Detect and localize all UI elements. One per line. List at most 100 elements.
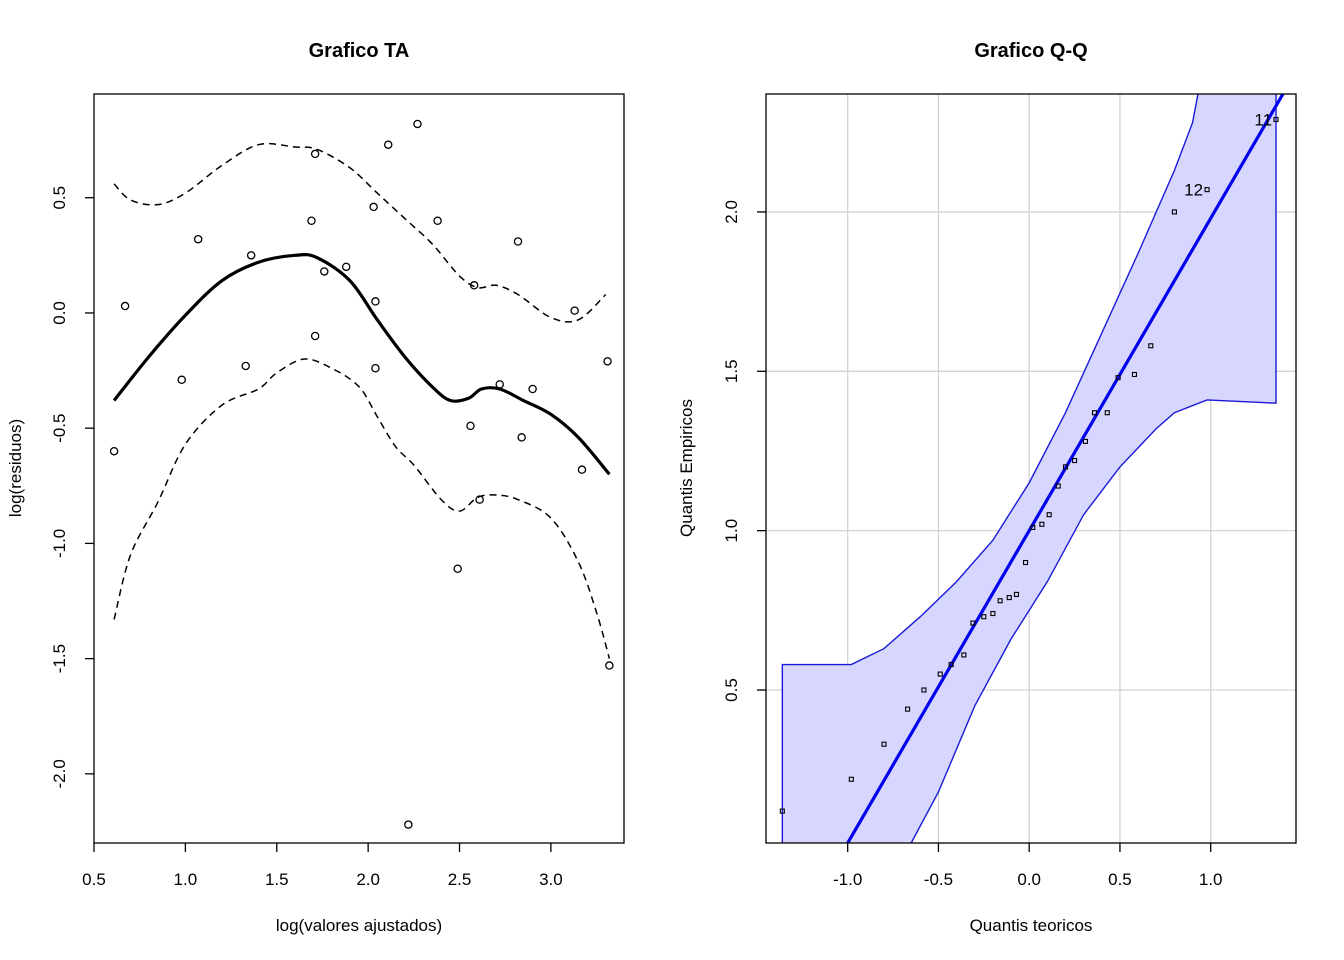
ta-smooth-line xyxy=(112,252,611,476)
ta-point xyxy=(371,297,380,306)
qq-point xyxy=(961,652,967,658)
qq-point xyxy=(981,614,987,620)
qq-point xyxy=(1039,521,1045,527)
qq-sample-points xyxy=(779,116,1279,814)
qq-x-axis-label: Quantis teoricos xyxy=(970,916,1093,935)
qq-y-tick-label: 1.5 xyxy=(722,359,741,383)
qq-point-labels: 11 12 xyxy=(1184,110,1272,199)
qq-point xyxy=(1171,209,1177,215)
ta-point xyxy=(383,140,393,149)
qq-point xyxy=(1023,559,1029,566)
ta-upper-band-line xyxy=(113,142,607,323)
qq-point xyxy=(1091,410,1098,416)
qq-x-tick-label: 0.0 xyxy=(1017,870,1041,889)
ta-smooth-curve xyxy=(112,252,611,476)
qq-point xyxy=(937,671,943,677)
ta-point xyxy=(341,262,351,272)
qq-point xyxy=(881,741,887,747)
ta-point xyxy=(310,149,320,159)
qq-plot-panel: Grafico Q-Q 11 12 -1.0 -0.5 0.0 0.5 1.0 0.5 1.… xyxy=(677,40,1297,935)
qq-point xyxy=(970,620,976,626)
qq-x-tick-label: 0.5 xyxy=(1108,870,1132,889)
qq-point xyxy=(1104,410,1110,416)
qq-point xyxy=(1046,512,1052,518)
ta-plot-frame xyxy=(93,93,625,844)
qq-point xyxy=(1006,595,1012,601)
ta-point xyxy=(193,234,203,244)
qq-y-tick-label: 1.0 xyxy=(722,519,741,543)
ta-y-tick-label: 0.5 xyxy=(50,186,69,210)
ta-point xyxy=(109,446,119,456)
ta-point xyxy=(320,267,329,276)
qq-point xyxy=(1062,464,1069,470)
qq-point xyxy=(1082,438,1089,444)
ta-point xyxy=(577,465,587,474)
ta-point xyxy=(453,564,462,574)
qq-y-axis: 0.5 1.0 1.5 2.0 xyxy=(722,200,766,702)
ta-x-tick-label: 2.5 xyxy=(448,870,472,889)
qq-x-tick-label: -0.5 xyxy=(924,870,953,889)
qq-y-tick-label: 0.5 xyxy=(722,678,741,702)
ta-x-tick-label: 0.5 xyxy=(82,870,106,889)
qq-point xyxy=(948,661,954,668)
ta-point xyxy=(605,661,614,670)
ta-y-tick-label: 0.0 xyxy=(50,301,69,325)
ta-point xyxy=(404,820,413,829)
ta-residual-points xyxy=(109,119,614,829)
qq-envelope-lower-edge xyxy=(910,94,1277,843)
ta-x-tick-label: 2.0 xyxy=(356,870,380,889)
qq-point xyxy=(1013,591,1020,597)
ta-y-tick-label: -1.0 xyxy=(50,529,69,558)
ta-confidence-bands xyxy=(113,142,611,659)
ta-x-axis-label: log(valores ajustados) xyxy=(276,916,442,935)
qq-point xyxy=(905,706,911,712)
ta-point xyxy=(246,251,256,260)
qq-y-axis-label: Quantis Empiricos xyxy=(677,399,696,537)
qq-point xyxy=(1148,343,1154,349)
ta-x-axis: 0.5 1.0 1.5 2.0 2.5 3.0 xyxy=(82,843,563,889)
ta-plot-panel: Grafico TA 0.5 1.0 1.5 2.0 2.5 3.0 -2.0 -1.5 -1… xyxy=(6,40,625,935)
ta-y-tick-label: -1.5 xyxy=(50,644,69,673)
qq-x-tick-label: 1.0 xyxy=(1199,870,1223,889)
ta-x-tick-label: 1.5 xyxy=(265,870,289,889)
ta-lower-band-line xyxy=(113,358,611,659)
ta-point xyxy=(413,119,422,129)
ta-point xyxy=(495,380,504,389)
qq-plot-title: Grafico Q-Q xyxy=(974,40,1087,62)
qq-point xyxy=(848,776,854,782)
qq-point-label: 11 xyxy=(1254,110,1272,129)
ta-point xyxy=(371,363,380,373)
ta-point xyxy=(603,357,612,366)
ta-point xyxy=(433,216,442,226)
ta-y-tick-label: -0.5 xyxy=(50,414,69,443)
qq-point xyxy=(1055,483,1061,489)
ta-point xyxy=(517,433,526,442)
qq-point xyxy=(1030,524,1036,531)
ta-point xyxy=(120,301,130,311)
qq-point xyxy=(1072,457,1078,464)
ta-point xyxy=(177,375,186,385)
qq-point xyxy=(990,610,996,617)
ta-point xyxy=(469,281,479,290)
qq-point xyxy=(779,808,785,814)
ta-point xyxy=(241,361,250,371)
qq-plot-frame xyxy=(765,93,1297,844)
ta-x-tick-label: 1.0 xyxy=(174,870,198,889)
ta-point xyxy=(466,421,475,431)
ta-x-tick-label: 3.0 xyxy=(539,870,563,889)
qq-envelope-upper-edge xyxy=(781,94,1199,843)
ta-point xyxy=(310,331,320,341)
qq-point xyxy=(1273,116,1279,123)
qq-point xyxy=(1131,371,1138,378)
ta-point xyxy=(528,384,537,394)
ta-y-axis-label: log(residuos) xyxy=(6,419,25,517)
qq-point xyxy=(997,598,1003,604)
ta-point xyxy=(475,495,484,504)
ta-plot-title: Grafico TA xyxy=(309,40,410,62)
ta-y-axis: -2.0 -1.5 -1.0 -0.5 0.0 0.5 xyxy=(50,186,94,789)
qq-confidence-envelope xyxy=(781,94,1277,843)
ta-point xyxy=(369,202,378,212)
qq-point xyxy=(1204,187,1210,193)
ta-y-tick-label: -2.0 xyxy=(50,759,69,788)
